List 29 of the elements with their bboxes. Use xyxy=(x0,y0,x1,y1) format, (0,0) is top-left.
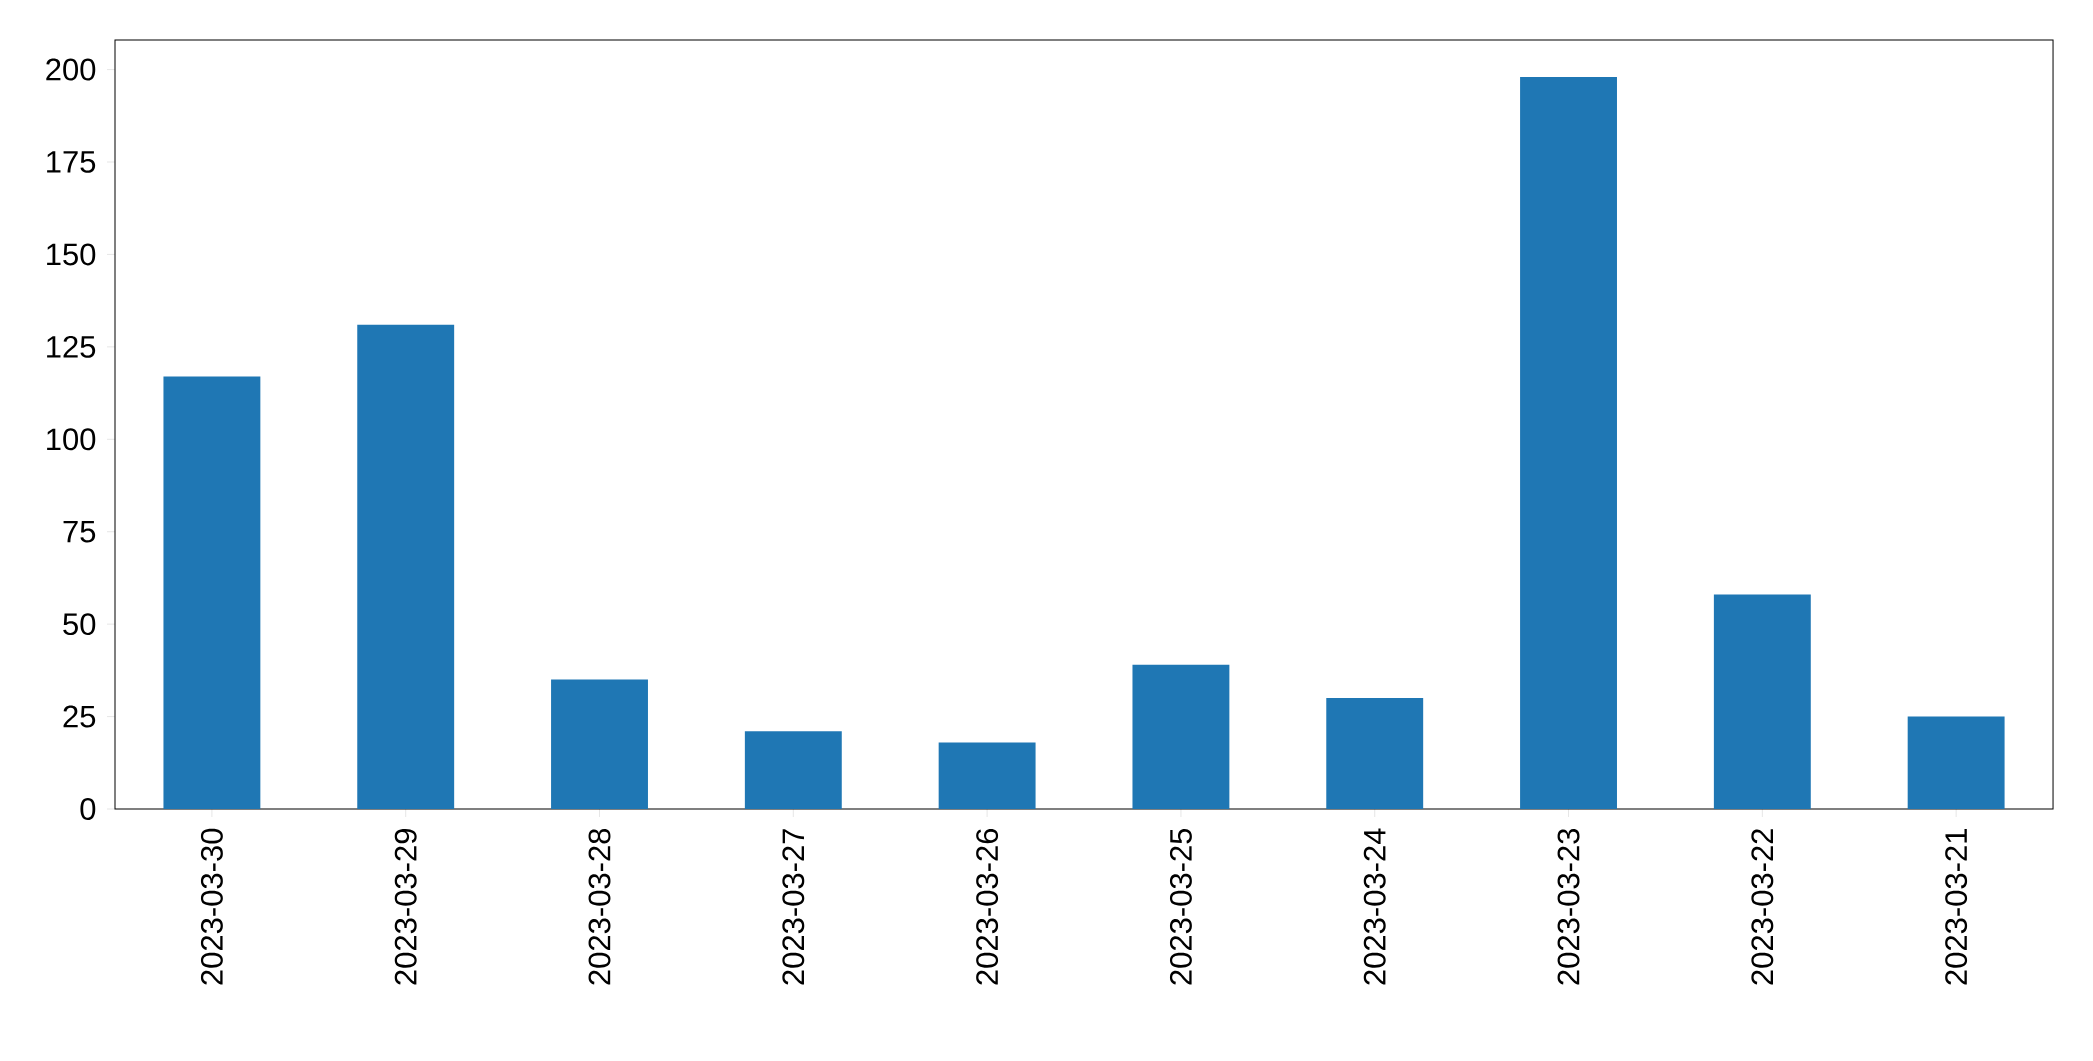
y-tick-label: 25 xyxy=(63,705,96,728)
bar xyxy=(163,376,261,809)
x-tick-label: 2023-03-28 xyxy=(588,828,611,985)
bar xyxy=(1713,594,1811,809)
x-tick-label: 2023-03-29 xyxy=(394,829,417,985)
bar xyxy=(938,742,1036,809)
x-tick-label: 2023-03-21 xyxy=(1945,829,1968,985)
bar xyxy=(1326,698,1424,809)
y-tick-label: 75 xyxy=(63,520,96,543)
y-tick-label: 125 xyxy=(47,335,96,358)
y-tick-label: 200 xyxy=(46,58,96,81)
bar xyxy=(1132,664,1230,809)
x-tick-label: 2023-03-27 xyxy=(782,829,805,985)
x-tick-label: 2023-03-25 xyxy=(1169,828,1192,985)
x-tick-label: 2023-03-30 xyxy=(200,828,223,985)
bar xyxy=(551,679,648,809)
bar xyxy=(1907,716,2005,809)
y-tick-label: 50 xyxy=(63,613,96,636)
y-tick-label: 0 xyxy=(80,798,96,820)
y-tick-label: 100 xyxy=(47,428,96,451)
y-tick-label: 175 xyxy=(47,151,96,173)
bar xyxy=(1520,76,1617,809)
y-tick-label: 150 xyxy=(47,243,96,266)
x-tick-label: 2023-03-22 xyxy=(1751,829,1774,985)
bar xyxy=(357,324,455,809)
x-tick-label: 2023-03-26 xyxy=(976,828,999,985)
x-tick-label: 2023-03-24 xyxy=(1363,828,1386,985)
x-tick-label: 2023-03-23 xyxy=(1557,828,1580,985)
bar xyxy=(744,731,842,809)
